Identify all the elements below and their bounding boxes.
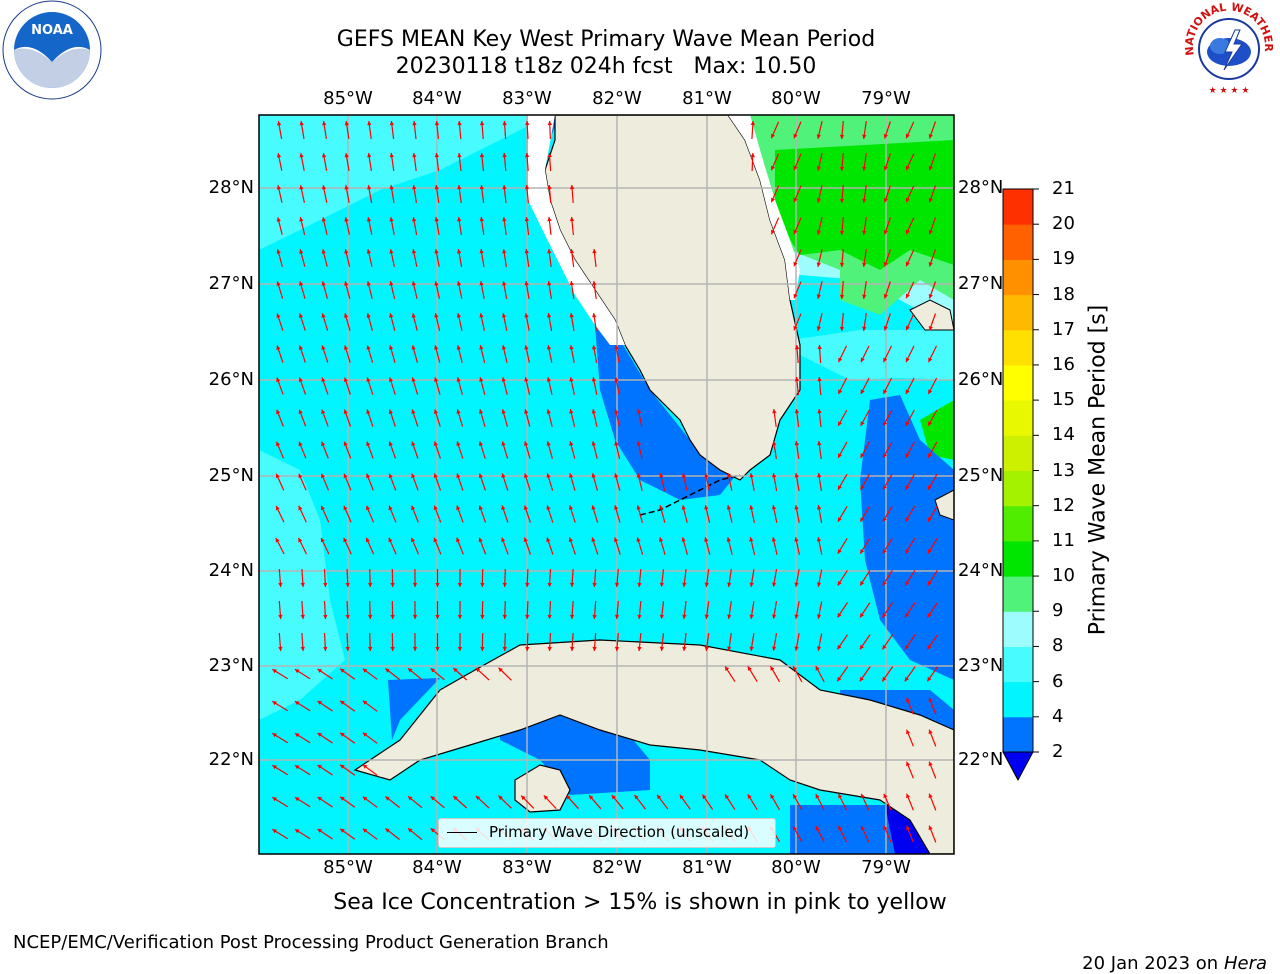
colorbar-tick-label: 6 (1052, 671, 1063, 692)
lat-label-right: 27°N (958, 273, 1003, 294)
lat-label-left: 25°N (209, 465, 254, 486)
colorbar-segment (1003, 717, 1033, 753)
lon-label-bottom: 84°W (412, 857, 462, 878)
lon-label-bottom: 83°W (502, 857, 552, 878)
colorbar-tick-label: 13 (1052, 460, 1075, 481)
colorbar-tick-label: 20 (1052, 213, 1075, 234)
colorbar-segment (1003, 400, 1033, 436)
colorbar-segment (1003, 330, 1033, 366)
colorbar-segment (1003, 259, 1033, 295)
colorbar-extend-triangle (1003, 752, 1033, 780)
colorbar-segment (1003, 435, 1033, 471)
lon-label-top: 83°W (502, 88, 552, 109)
lat-label-left: 23°N (209, 655, 254, 676)
colorbar-tick-label: 16 (1052, 354, 1075, 375)
colorbar-tick-label: 14 (1052, 424, 1075, 445)
colorbar-tick-label: 9 (1052, 600, 1063, 621)
colorbar-segment (1003, 506, 1033, 542)
colorbar (1003, 189, 1039, 780)
legend-line-swatch (447, 832, 477, 833)
lat-label-left: 26°N (209, 369, 254, 390)
colorbar-tick-label: 12 (1052, 495, 1075, 516)
lat-label-right: 24°N (958, 560, 1003, 581)
lon-label-top: 84°W (412, 88, 462, 109)
colorbar-tick-label: 19 (1052, 248, 1075, 269)
colorbar-segment (1003, 471, 1033, 507)
legend-label: Primary Wave Direction (unscaled) (489, 823, 749, 841)
colorbar-tick-label: 10 (1052, 565, 1075, 586)
colorbar-segment (1003, 189, 1033, 225)
lon-label-top: 81°W (682, 88, 732, 109)
footer-org: NCEP/EMC/Verification Post Processing Pr… (13, 932, 609, 953)
colorbar-tick-label: 4 (1052, 706, 1063, 727)
colorbar-segment (1003, 295, 1033, 331)
lon-label-bottom: 81°W (682, 857, 732, 878)
lon-label-bottom: 82°W (592, 857, 642, 878)
lat-label-right: 23°N (958, 655, 1003, 676)
lon-label-bottom: 80°W (771, 857, 821, 878)
ocean-period-10-11 (775, 140, 954, 270)
colorbar-tick-label: 11 (1052, 530, 1075, 551)
lat-label-right: 25°N (958, 465, 1003, 486)
colorbar-title: Primary Wave Mean Period [s] (1086, 305, 1111, 636)
colorbar-tick-label: 15 (1052, 389, 1075, 410)
lat-label-left: 28°N (209, 177, 254, 198)
lat-label-right: 22°N (958, 749, 1003, 770)
colorbar-segment (1003, 646, 1033, 682)
colorbar-segment (1003, 541, 1033, 577)
colorbar-tick-label: 2 (1052, 741, 1063, 762)
colorbar-segment (1003, 224, 1033, 260)
lon-label-top: 85°W (323, 88, 373, 109)
colorbar-segment (1003, 365, 1033, 401)
colorbar-segment (1003, 611, 1033, 647)
colorbar-tick-label: 17 (1052, 319, 1075, 340)
lat-label-right: 28°N (958, 177, 1003, 198)
lat-label-right: 26°N (958, 369, 1003, 390)
footer-date: 20 Jan 2023 on Hera (1071, 932, 1267, 974)
footer-date-text: 20 Jan 2023 on (1082, 953, 1224, 974)
footer-host: Hera (1224, 953, 1267, 974)
lon-label-bottom: 85°W (323, 857, 373, 878)
lon-label-top: 79°W (861, 88, 911, 109)
lat-label-left: 27°N (209, 273, 254, 294)
colorbar-segment (1003, 576, 1033, 612)
lon-label-bottom: 79°W (861, 857, 911, 878)
map-legend: Primary Wave Direction (unscaled) (438, 818, 776, 848)
sea-ice-note: Sea Ice Concentration > 15% is shown in … (333, 890, 947, 915)
lon-label-top: 80°W (771, 88, 821, 109)
colorbar-tick-label: 18 (1052, 284, 1075, 305)
lat-label-left: 22°N (209, 749, 254, 770)
colorbar-tick-label: 8 (1052, 635, 1063, 656)
lat-label-left: 24°N (209, 560, 254, 581)
colorbar-segment (1003, 682, 1033, 718)
colorbar-tick-label: 21 (1052, 178, 1075, 199)
lon-label-top: 82°W (592, 88, 642, 109)
